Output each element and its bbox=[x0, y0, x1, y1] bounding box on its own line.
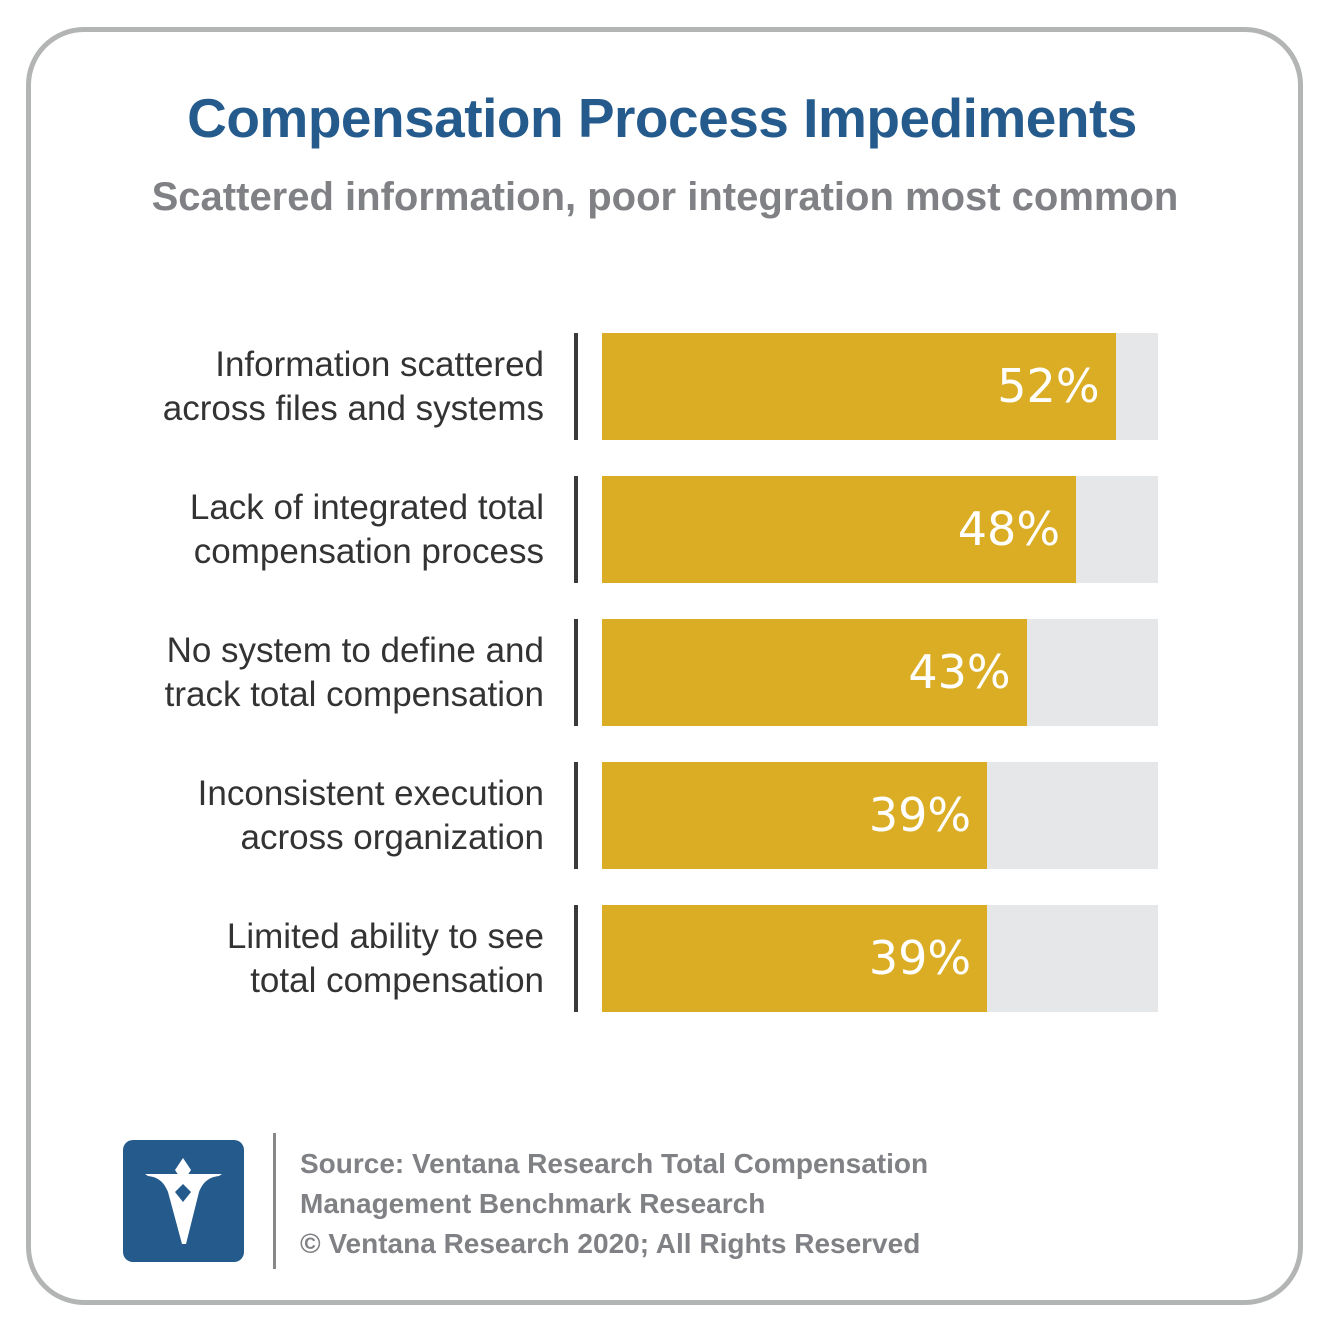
axis-tick bbox=[574, 762, 578, 869]
value-label: 52% bbox=[997, 359, 1100, 413]
source-text: Source: Ventana Research Total Compensat… bbox=[300, 1148, 929, 1259]
ventana-logo-icon bbox=[123, 1140, 244, 1262]
bar-row: Limited ability to see total compensation… bbox=[0, 905, 1324, 1012]
chart-subtitle: Scattered information, poor integration … bbox=[151, 175, 1179, 219]
value-label: 48% bbox=[957, 502, 1061, 556]
bar-fill: 39% bbox=[602, 905, 988, 1012]
category-label: Limited ability to see total compensation bbox=[226, 916, 544, 1000]
bar-row: Information scattered across files and sy… bbox=[0, 333, 1324, 440]
bar-fill: 39% bbox=[602, 762, 988, 869]
value-label: 39% bbox=[868, 931, 972, 985]
bar-track: 48% bbox=[602, 476, 1158, 583]
bar-fill: 52% bbox=[602, 333, 1116, 440]
value-label: 43% bbox=[908, 645, 1011, 699]
bar-track: 52% bbox=[602, 333, 1158, 440]
axis-tick bbox=[574, 619, 578, 726]
axis-tick bbox=[574, 333, 578, 440]
bar-row: Lack of integrated total compensation pro… bbox=[0, 476, 1324, 583]
bar-track: 39% bbox=[602, 762, 1158, 869]
card-frame bbox=[26, 27, 1303, 1305]
category-label: Inconsistent execution across organizatio… bbox=[197, 773, 544, 857]
category-label: No system to define and track total compe… bbox=[164, 630, 544, 714]
bar-fill: 43% bbox=[602, 619, 1027, 726]
bar-track: 43% bbox=[602, 619, 1158, 726]
bar-track: 39% bbox=[602, 905, 1158, 1012]
bar-fill: 48% bbox=[602, 476, 1077, 583]
axis-tick bbox=[574, 905, 578, 1012]
category-label: Lack of integrated total compensation pro… bbox=[189, 487, 544, 571]
footer-divider bbox=[273, 1133, 276, 1269]
chart-title: Compensation Process Impediments bbox=[187, 87, 1137, 149]
category-label: Information scattered across files and sy… bbox=[162, 344, 544, 428]
value-label: 39% bbox=[868, 788, 972, 842]
bar-row: No system to define and track total compe… bbox=[0, 619, 1324, 726]
axis-tick bbox=[574, 476, 578, 583]
bar-row: Inconsistent execution across organizatio… bbox=[0, 762, 1324, 869]
